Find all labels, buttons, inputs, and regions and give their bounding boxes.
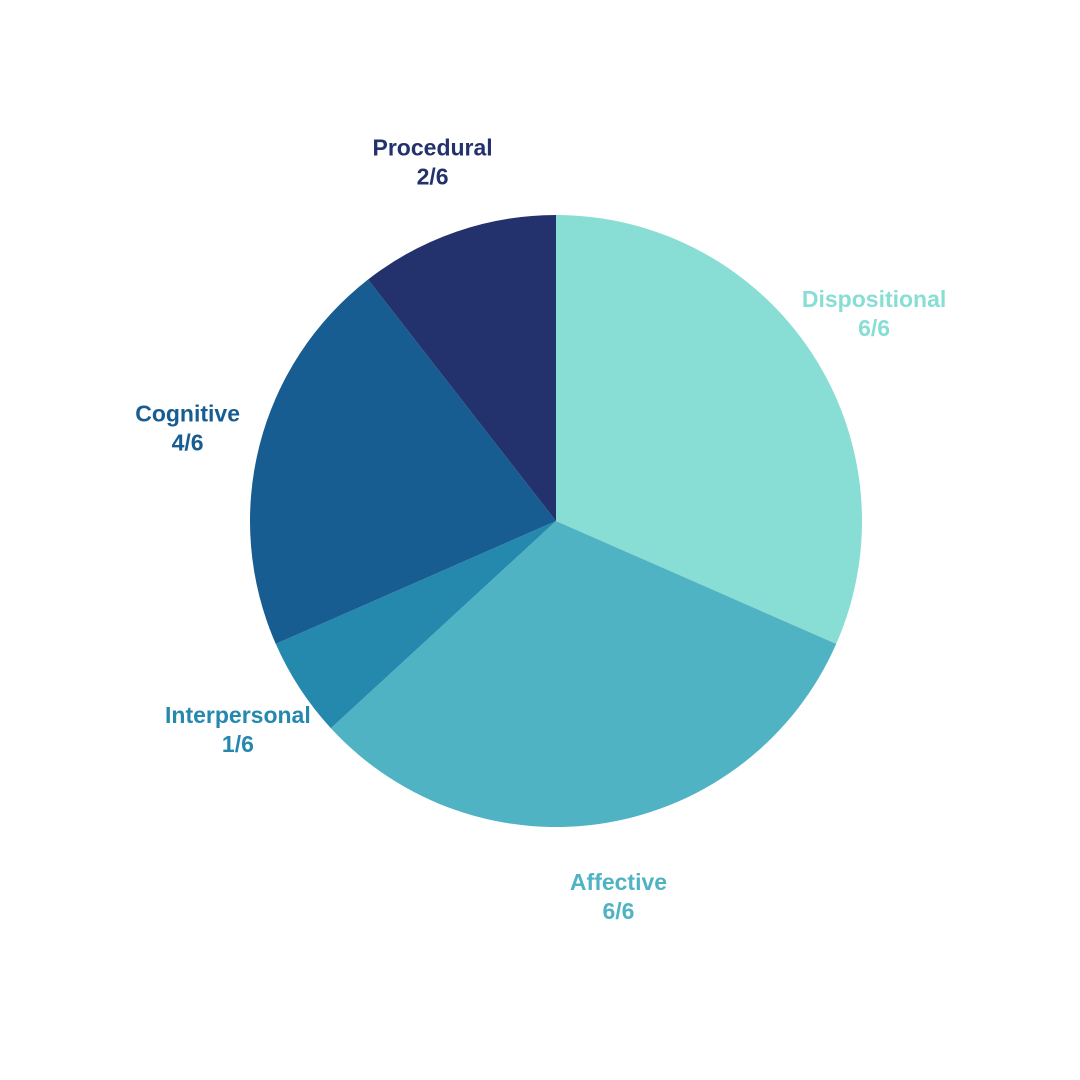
slice-label-dispositional: Dispositional 6/6	[802, 286, 946, 341]
pie-labels: Dispositional 6/6 Affective 6/6 Interpersona…	[135, 135, 946, 924]
slice-label-cognitive: Cognitive 4/6	[135, 401, 240, 456]
pie-slice-interpersonal	[275, 521, 556, 729]
slice-label-affective: Affective 6/6	[570, 869, 667, 924]
slice-label-name: Interpersonal	[165, 702, 311, 728]
slice-label-name: Dispositional	[802, 286, 946, 312]
slice-label-name: Procedural	[373, 135, 493, 161]
slice-label-name: Affective	[570, 869, 667, 895]
slice-label-interpersonal: Interpersonal 1/6	[165, 702, 311, 757]
slice-label-procedural: Procedural 2/6	[373, 135, 493, 190]
slice-label-value: 6/6	[858, 315, 890, 341]
slice-label-value: 2/6	[417, 164, 449, 190]
pie-slice-procedural	[368, 215, 556, 521]
pie-slice-dispositional	[556, 215, 863, 644]
slice-label-name: Cognitive	[135, 401, 240, 427]
slice-label-value: 4/6	[172, 430, 204, 456]
slice-label-value: 1/6	[222, 731, 254, 757]
slice-label-value: 6/6	[603, 898, 635, 924]
pie-slices	[249, 215, 863, 828]
pie-slice-affective	[330, 521, 837, 828]
pie-slice-cognitive	[249, 279, 557, 644]
